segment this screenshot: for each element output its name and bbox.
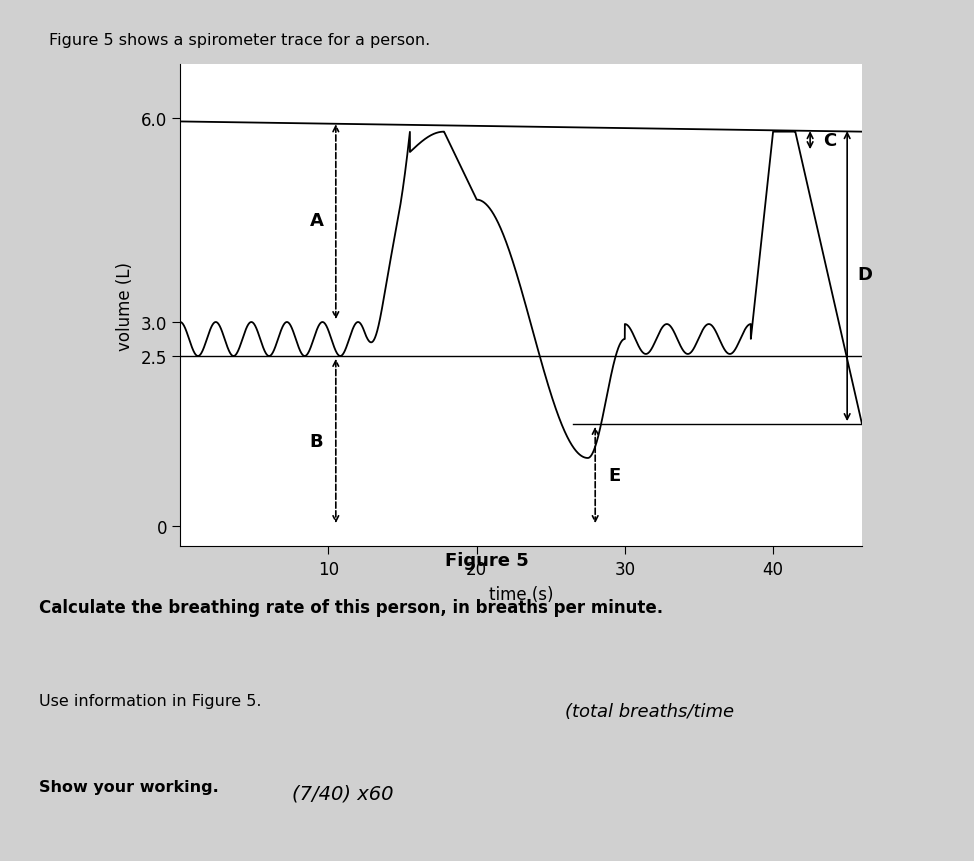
Text: E: E bbox=[609, 467, 620, 485]
Text: (7/40) x60: (7/40) x60 bbox=[292, 784, 393, 802]
Text: D: D bbox=[857, 266, 873, 284]
Text: B: B bbox=[310, 432, 323, 450]
X-axis label: time (s): time (s) bbox=[489, 585, 553, 603]
Text: Use information in Figure 5.: Use information in Figure 5. bbox=[39, 693, 261, 708]
Text: A: A bbox=[310, 212, 323, 230]
Text: C: C bbox=[823, 133, 836, 151]
Text: Show your working.: Show your working. bbox=[39, 779, 219, 794]
Text: Figure 5: Figure 5 bbox=[445, 551, 529, 569]
Text: Figure 5 shows a spirometer trace for a person.: Figure 5 shows a spirometer trace for a … bbox=[49, 33, 430, 47]
Y-axis label: volume (L): volume (L) bbox=[116, 261, 133, 350]
Text: (total breaths/time: (total breaths/time bbox=[565, 702, 734, 720]
Text: Calculate the breathing rate of this person, in breaths per minute.: Calculate the breathing rate of this per… bbox=[39, 598, 663, 616]
